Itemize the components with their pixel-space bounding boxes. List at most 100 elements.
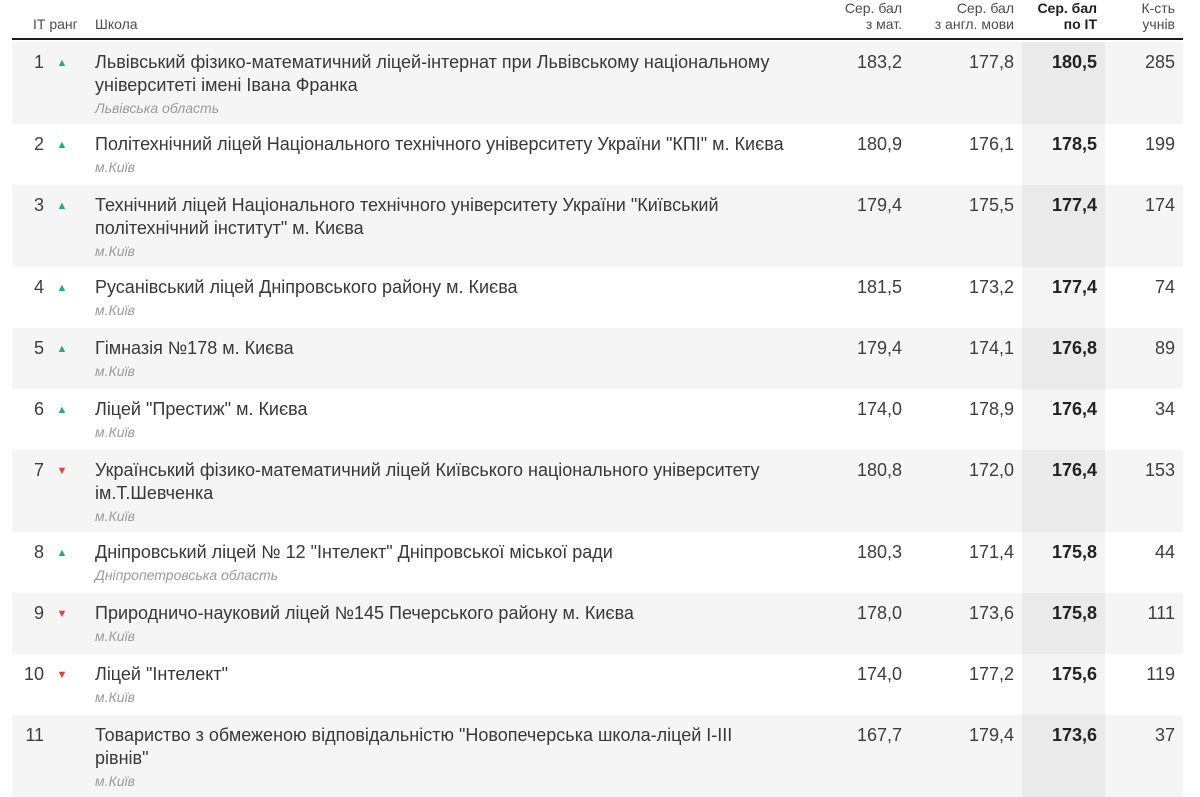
school-region: м.Київ <box>95 773 135 789</box>
english-score: 173,6 <box>968 603 1014 623</box>
trend-icon <box>44 267 80 328</box>
school-cell: Ліцей "Престиж" м. Києва м.Київ <box>80 389 810 450</box>
math-score: 174,0 <box>856 399 902 419</box>
table-row: 6 Ліцей "Престиж" м. Києва м.Київ 174,0 … <box>12 389 1183 450</box>
school-name: Ліцей "Інтелект" <box>95 664 228 684</box>
it-score: 177,4 <box>1022 267 1105 328</box>
students-count: 74 <box>1154 277 1175 297</box>
trend-icon <box>44 593 80 654</box>
students-count: 37 <box>1154 725 1175 745</box>
math-score: 180,9 <box>856 134 902 154</box>
school-cell: Український фізико-математичний ліцей Ки… <box>80 450 810 532</box>
table-row: 7 Український фізико-математичний ліцей … <box>12 450 1183 532</box>
rank-value: 5 <box>33 338 44 358</box>
rank-value: 6 <box>33 399 44 419</box>
school-cell: Ліцей "Інтелект" м.Київ <box>80 654 810 715</box>
trend-icon <box>44 42 80 124</box>
school-region: м.Київ <box>95 508 135 524</box>
rank-value: 9 <box>33 603 44 623</box>
english-score: 171,4 <box>968 542 1014 562</box>
school-region: Львівська область <box>95 100 220 116</box>
table-row: 8 Дніпровський ліцей № 12 "Інтелект" Дні… <box>12 532 1183 593</box>
rank-value: 4 <box>33 277 44 297</box>
school-cell: Дніпровський ліцей № 12 "Інтелект" Дніпр… <box>80 532 810 593</box>
column-header-math-line1: Сер. бал <box>844 0 902 16</box>
column-header-students-line2: учнів <box>1142 16 1175 32</box>
students-count: 34 <box>1154 399 1175 419</box>
english-score: 176,1 <box>968 134 1014 154</box>
table-row: 10 Ліцей "Інтелект" м.Київ 174,0 177,2 1… <box>12 654 1183 715</box>
table-header-row: ІТ ранг Школа Сер. бал з мат. Сер. бал з… <box>12 0 1183 40</box>
students-count: 111 <box>1147 603 1175 623</box>
english-score: 177,8 <box>968 52 1014 72</box>
math-score: 174,0 <box>856 664 902 684</box>
english-score: 179,4 <box>968 725 1014 745</box>
table-row: 2 Політехнічний ліцей Національного техн… <box>12 124 1183 185</box>
it-score: 176,4 <box>1022 450 1105 532</box>
column-header-rank: ІТ ранг <box>33 16 78 32</box>
column-header-it: Сер. бал по ІТ <box>1022 0 1105 32</box>
school-region: м.Київ <box>95 363 135 379</box>
school-cell: Гімназія №178 м. Києва м.Київ <box>80 328 810 389</box>
table-row: 5 Гімназія №178 м. Києва м.Київ 179,4 17… <box>12 328 1183 389</box>
rank-value: 10 <box>23 664 44 684</box>
rank-value: 8 <box>33 542 44 562</box>
column-header-school: Школа <box>95 16 138 32</box>
math-score: 183,2 <box>856 52 902 72</box>
math-score: 180,3 <box>856 542 902 562</box>
students-count: 119 <box>1146 664 1175 684</box>
column-header-english-line2: з англ. мови <box>934 16 1014 32</box>
students-count: 89 <box>1154 338 1175 358</box>
column-header-students-line1: К-сть <box>1141 0 1175 16</box>
column-header-math-line2: з мат. <box>865 16 902 32</box>
trend-icon <box>44 185 80 267</box>
school-name: Технічний ліцей Національного технічного… <box>95 195 719 238</box>
math-score: 178,0 <box>856 603 902 623</box>
school-name: Природничо-науковий ліцей №145 Печерсько… <box>95 603 634 623</box>
school-region: м.Київ <box>95 302 135 318</box>
english-score: 178,9 <box>968 399 1014 419</box>
students-count: 174 <box>1144 195 1175 215</box>
school-region: Дніпропетровська область <box>95 567 279 583</box>
table-row: 9 Природничо-науковий ліцей №145 Печерсь… <box>12 593 1183 654</box>
math-score: 167,7 <box>856 725 902 745</box>
school-region: м.Київ <box>95 424 135 440</box>
column-header-english: Сер. бал з англ. мови <box>910 0 1022 32</box>
english-score: 173,2 <box>968 277 1014 297</box>
trend-icon <box>44 328 80 389</box>
trend-icon <box>44 532 80 593</box>
rank-value: 2 <box>33 134 44 154</box>
english-score: 174,1 <box>968 338 1014 358</box>
it-score: 176,4 <box>1022 389 1105 450</box>
school-name: Ліцей "Престиж" м. Києва <box>95 399 308 419</box>
rank-value: 1 <box>33 52 44 72</box>
it-score: 180,5 <box>1022 42 1105 124</box>
english-score: 177,2 <box>968 664 1014 684</box>
trend-icon <box>44 715 80 797</box>
it-score: 175,6 <box>1022 654 1105 715</box>
school-name: Львівський фізико-математичний ліцей-інт… <box>95 52 770 95</box>
school-cell: Природничо-науковий ліцей №145 Печерсько… <box>80 593 810 654</box>
school-region: м.Київ <box>95 628 135 644</box>
column-header-english-line1: Сер. бал <box>956 0 1014 16</box>
table-row: 11 Товариство з обмеженою відповідальніс… <box>12 715 1183 797</box>
school-it-ranking-table: ІТ ранг Школа Сер. бал з мат. Сер. бал з… <box>12 0 1183 797</box>
rank-value: 7 <box>33 460 44 480</box>
school-name: Український фізико-математичний ліцей Ки… <box>95 460 760 503</box>
students-count: 285 <box>1144 52 1175 72</box>
trend-icon <box>44 654 80 715</box>
english-score: 172,0 <box>968 460 1014 480</box>
math-score: 180,8 <box>856 460 902 480</box>
it-score: 175,8 <box>1022 532 1105 593</box>
it-score: 177,4 <box>1022 185 1105 267</box>
column-header-math: Сер. бал з мат. <box>810 0 910 32</box>
school-cell: Русанівський ліцей Дніпровського району … <box>80 267 810 328</box>
students-count: 44 <box>1154 542 1175 562</box>
school-cell: Технічний ліцей Національного технічного… <box>80 185 810 267</box>
school-region: м.Київ <box>95 689 135 705</box>
column-header-students: К-сть учнів <box>1105 0 1183 32</box>
math-score: 179,4 <box>856 195 902 215</box>
trend-icon <box>44 389 80 450</box>
school-region: м.Київ <box>95 243 135 259</box>
students-count: 153 <box>1144 460 1175 480</box>
